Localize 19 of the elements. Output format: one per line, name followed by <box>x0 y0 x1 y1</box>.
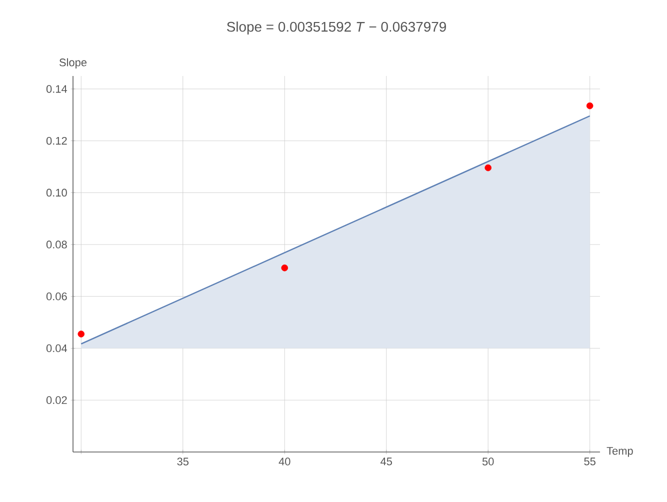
x-tick-label: 40 <box>278 458 290 466</box>
point <box>78 330 85 338</box>
point <box>484 164 492 172</box>
y-tick-label: 0.02 <box>46 396 67 404</box>
y-tick-label: 0.08 <box>46 240 67 248</box>
x-axis-title: Temp <box>606 447 633 457</box>
x-tick-label: 35 <box>177 458 189 466</box>
x-tick-label: 55 <box>584 458 596 466</box>
y-tick-label: 0.06 <box>46 292 67 300</box>
point <box>281 264 288 272</box>
y-tick-label: 0.04 <box>46 344 68 352</box>
y-tick-label: 0.10 <box>46 188 67 197</box>
x-tick-label: 45 <box>380 458 392 466</box>
x-tick-label: 50 <box>482 458 494 466</box>
y-tick-label: 0.14 <box>46 85 68 93</box>
y-tick-label: 0.12 <box>46 136 67 145</box>
point <box>586 102 594 110</box>
y-axis-title: Slope <box>59 58 87 68</box>
chart-title: Slope = 0.00351592 T − 0.0637979 <box>227 21 446 34</box>
